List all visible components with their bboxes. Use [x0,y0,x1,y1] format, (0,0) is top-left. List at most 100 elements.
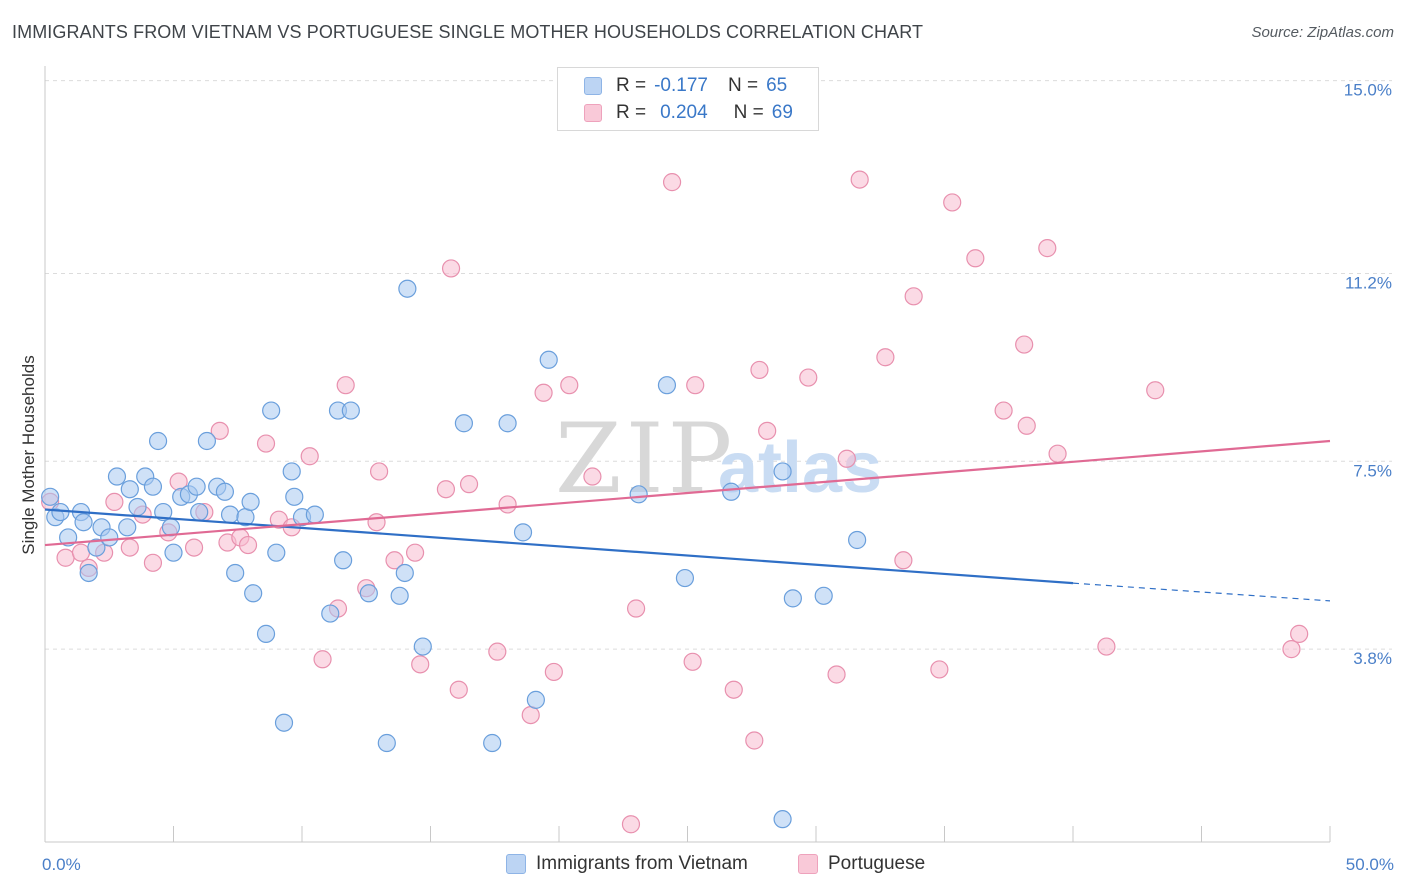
legend-row-portuguese: R = 0.204 N = 69 [584,100,799,126]
data-point [629,485,648,504]
axes [44,66,1331,843]
data-point [411,655,430,674]
legend-n-value: 65 [766,75,788,96]
data-point [1017,416,1036,435]
legend-r-value: -0.177 [654,75,708,96]
data-point [1038,239,1057,258]
data-point [750,360,769,380]
legend-row-vietnam: R = -0.177 N = 65 [584,73,793,99]
data-point [74,513,93,532]
data-point [560,376,579,395]
data-point [583,467,602,486]
data-point [238,535,258,555]
data-point [105,492,124,512]
legend-n-label: N = [727,75,759,96]
data-point [498,414,517,433]
data-point [164,543,183,562]
y-tick-label: 15.0% [1344,81,1392,100]
legend-r-value: 0.204 [660,102,708,123]
data-point [305,505,324,524]
data-point [441,259,461,278]
data-point [1282,640,1301,659]
bottom-legend-swatch-blue [506,854,526,874]
data-point [161,518,181,537]
data-point [154,502,173,522]
data-point [184,538,204,557]
bottom-legend-swatch-pink [798,854,818,874]
data-point [143,477,163,496]
stats-legend: R = -0.177 N = 65 R = 0.204 N = 69 [557,67,819,131]
data-point [513,523,533,542]
data-point [686,376,705,395]
data-point [377,733,396,753]
data-point [436,480,456,499]
y-tick-label: 3.8% [1353,649,1392,668]
data-point [943,193,962,212]
y-tick-label: 7.5% [1353,461,1392,480]
data-point [56,548,75,567]
data-point [799,368,818,387]
data-point [483,733,502,753]
data-point [1048,444,1067,463]
tick-labels: 3.8% 7.5% 11.2% 15.0% 0.0% 50.0% [42,81,1394,874]
data-point [395,563,414,583]
data-point [539,350,558,369]
data-point [758,421,777,440]
data-point [367,513,386,532]
data-point [544,662,563,682]
data-point [267,543,286,562]
data-point [107,467,127,486]
data-point [1015,335,1034,354]
data-point [498,495,517,514]
data-point [657,376,677,395]
watermark-atlas: atlas [718,428,882,508]
legend-swatch-blue [584,77,602,95]
data-point [256,624,276,643]
data-point [1290,624,1309,643]
vietnam-points [41,279,867,829]
data-point [837,449,856,468]
data-point [100,528,119,547]
data-point [300,447,319,466]
data-point [876,348,895,367]
bottom-legend-vietnam: Immigrants from Vietnam [506,852,748,876]
data-point [334,551,353,570]
data-point [390,586,409,605]
data-point [626,599,646,618]
data-point [197,431,217,451]
data-point [59,528,78,547]
data-point [241,492,260,512]
x-tick-label: 50.0% [1346,855,1394,874]
data-point [79,563,98,583]
data-point [262,401,281,420]
data-point [827,665,846,684]
vietnam-trend-line [44,508,1074,585]
data-point [187,477,206,496]
data-point [341,401,360,420]
chart-source: Source: ZipAtlas.com [1251,24,1394,41]
data-point [683,652,702,671]
watermark: ZIP atlas [555,403,882,515]
data-point [370,462,389,481]
data-point [848,530,867,550]
trend-lines [44,439,1331,602]
data-point [662,173,682,192]
data-point [454,414,474,433]
data-point [783,589,802,608]
data-point [359,584,378,603]
gridlines [45,80,1392,650]
data-point [385,551,404,570]
data-point [904,287,923,306]
data-point [994,401,1013,420]
data-point [128,497,147,517]
data-point [526,690,545,709]
data-point [41,487,60,506]
data-point [459,475,479,494]
data-point [313,650,332,669]
legend-n-value: 69 [771,102,793,123]
legend-r-label: R = [616,75,647,96]
data-point [930,660,949,679]
data-point [621,815,641,834]
data-point [274,713,294,732]
